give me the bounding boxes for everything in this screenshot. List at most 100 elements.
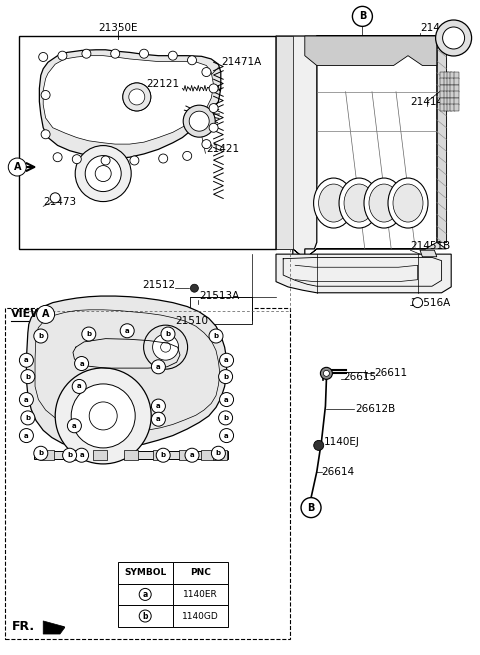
Text: 21350E: 21350E bbox=[98, 22, 137, 33]
Bar bbox=[5, 308, 290, 639]
Circle shape bbox=[21, 369, 35, 384]
Bar bbox=[440, 98, 445, 105]
Polygon shape bbox=[276, 254, 451, 293]
Ellipse shape bbox=[344, 184, 374, 222]
Text: 21471A: 21471A bbox=[221, 57, 261, 67]
Bar bbox=[40, 450, 54, 460]
Polygon shape bbox=[276, 36, 293, 249]
Circle shape bbox=[58, 51, 67, 60]
Circle shape bbox=[55, 368, 151, 464]
Circle shape bbox=[8, 158, 26, 176]
Text: a: a bbox=[24, 357, 29, 364]
Bar bbox=[440, 84, 445, 92]
Circle shape bbox=[19, 392, 34, 407]
Bar bbox=[450, 71, 455, 79]
Ellipse shape bbox=[393, 184, 423, 222]
Circle shape bbox=[202, 67, 211, 77]
Circle shape bbox=[111, 49, 120, 58]
Circle shape bbox=[189, 111, 209, 131]
Text: 26611: 26611 bbox=[374, 368, 408, 379]
Text: a: a bbox=[24, 396, 29, 403]
Text: 21443: 21443 bbox=[420, 22, 453, 33]
Text: 21414: 21414 bbox=[410, 96, 444, 107]
Bar bbox=[444, 78, 448, 85]
Circle shape bbox=[191, 284, 198, 292]
Polygon shape bbox=[26, 296, 227, 449]
Polygon shape bbox=[34, 451, 228, 458]
Bar bbox=[213, 450, 227, 460]
Circle shape bbox=[19, 428, 34, 443]
Circle shape bbox=[74, 356, 89, 371]
Text: SYMBOL: SYMBOL bbox=[124, 569, 167, 577]
Circle shape bbox=[435, 20, 471, 56]
Circle shape bbox=[161, 342, 170, 352]
Bar bbox=[153, 450, 167, 460]
Circle shape bbox=[101, 156, 110, 165]
Text: b: b bbox=[214, 333, 218, 339]
Text: 21510: 21510 bbox=[176, 316, 208, 326]
Bar bbox=[447, 91, 452, 98]
Circle shape bbox=[209, 103, 218, 113]
Bar bbox=[444, 91, 448, 98]
Circle shape bbox=[19, 353, 34, 367]
Text: PNC: PNC bbox=[190, 569, 211, 577]
Text: 21512: 21512 bbox=[142, 280, 175, 290]
Circle shape bbox=[34, 446, 48, 460]
Polygon shape bbox=[437, 36, 446, 242]
Text: A: A bbox=[42, 309, 49, 320]
Bar bbox=[118, 562, 173, 584]
Circle shape bbox=[123, 83, 151, 111]
Bar bbox=[447, 98, 452, 105]
Text: 26614: 26614 bbox=[322, 466, 355, 477]
Bar bbox=[447, 84, 452, 92]
Circle shape bbox=[185, 448, 199, 462]
Text: B: B bbox=[359, 11, 366, 22]
Bar bbox=[454, 98, 458, 105]
Polygon shape bbox=[305, 36, 437, 66]
Circle shape bbox=[75, 145, 131, 202]
Bar bbox=[444, 84, 448, 92]
Circle shape bbox=[153, 334, 179, 360]
Text: 26615: 26615 bbox=[343, 371, 376, 382]
Circle shape bbox=[151, 360, 166, 374]
Circle shape bbox=[139, 588, 151, 601]
Bar bbox=[173, 562, 228, 584]
Bar bbox=[450, 84, 455, 92]
Text: a: a bbox=[143, 590, 148, 599]
Circle shape bbox=[159, 154, 168, 163]
Circle shape bbox=[188, 56, 196, 65]
Circle shape bbox=[130, 156, 139, 165]
Bar bbox=[440, 104, 445, 111]
Text: b: b bbox=[67, 452, 72, 458]
Text: a: a bbox=[79, 452, 84, 458]
Circle shape bbox=[89, 402, 117, 430]
Circle shape bbox=[211, 446, 226, 460]
Text: a: a bbox=[224, 396, 229, 403]
Polygon shape bbox=[276, 36, 446, 259]
Text: 21451B: 21451B bbox=[410, 240, 451, 251]
Text: b: b bbox=[216, 450, 221, 457]
Circle shape bbox=[144, 325, 188, 369]
Circle shape bbox=[85, 156, 121, 191]
Bar bbox=[179, 450, 193, 460]
Circle shape bbox=[41, 90, 50, 100]
Polygon shape bbox=[39, 50, 221, 159]
Text: 21421: 21421 bbox=[206, 144, 240, 155]
Ellipse shape bbox=[313, 178, 354, 228]
Polygon shape bbox=[293, 242, 446, 259]
Text: a: a bbox=[72, 422, 77, 429]
Circle shape bbox=[156, 448, 170, 462]
Circle shape bbox=[321, 367, 333, 379]
Bar bbox=[447, 104, 452, 111]
Circle shape bbox=[134, 94, 140, 100]
Circle shape bbox=[53, 153, 62, 162]
Circle shape bbox=[443, 27, 465, 49]
Circle shape bbox=[219, 353, 234, 367]
Text: a: a bbox=[224, 357, 229, 364]
Circle shape bbox=[202, 140, 211, 149]
Bar bbox=[190, 297, 252, 324]
Text: b: b bbox=[143, 612, 148, 620]
Text: b: b bbox=[161, 452, 166, 458]
Bar bbox=[454, 104, 458, 111]
Circle shape bbox=[129, 89, 145, 105]
